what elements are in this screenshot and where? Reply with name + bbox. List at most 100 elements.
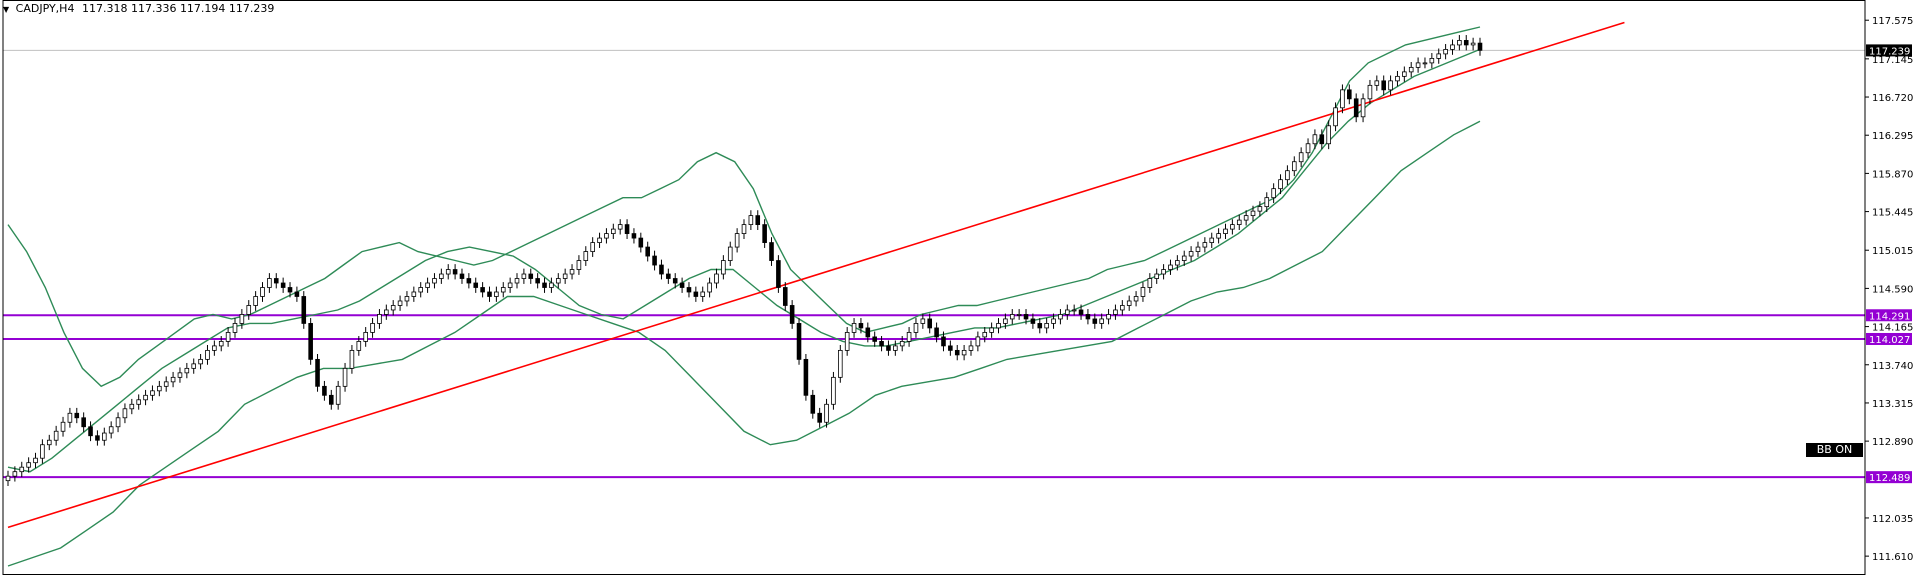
candle (246, 300, 252, 320)
candle (1030, 313, 1036, 329)
candle-body (555, 278, 561, 284)
candle-body (384, 309, 389, 315)
candle-body (604, 233, 609, 239)
candle (755, 210, 761, 230)
candle (1126, 295, 1132, 311)
candle (1422, 57, 1428, 69)
candle-body (1223, 228, 1228, 234)
candle-body (33, 457, 38, 464)
candle-body (521, 273, 527, 279)
candle-body (212, 345, 217, 351)
candle (425, 277, 430, 293)
dropdown-triangle-icon[interactable]: ▼ (3, 5, 10, 14)
candle-body (301, 296, 307, 324)
candle (734, 228, 740, 253)
candle (562, 268, 568, 284)
candle-body (1470, 42, 1476, 46)
candle (1271, 183, 1276, 204)
candle-body (535, 278, 540, 284)
candle-body (280, 282, 286, 288)
candle (487, 286, 492, 302)
candle-body (514, 278, 520, 284)
candle-body (1477, 42, 1483, 51)
candle-body (954, 349, 960, 356)
candle-body (1085, 314, 1091, 320)
candle (796, 318, 802, 365)
candle-body (1230, 224, 1235, 230)
candle (177, 367, 183, 383)
candle-body (1457, 40, 1462, 46)
candle-body (886, 345, 891, 351)
candle (218, 336, 224, 352)
candle-body (961, 349, 967, 356)
candle (267, 273, 272, 293)
candle (1285, 165, 1290, 186)
candle-body (631, 233, 637, 239)
trendline[interactable] (7, 21, 1625, 529)
candle-body (205, 349, 210, 360)
candle (500, 282, 506, 298)
candle-body (562, 273, 568, 279)
candle-body (425, 282, 430, 288)
candle (672, 273, 678, 289)
candle (432, 273, 437, 289)
candle-body (906, 332, 912, 342)
candle-body (1023, 314, 1029, 320)
candle-body (1175, 260, 1180, 266)
symbol-label: CADJPY,H4 (15, 2, 75, 15)
candle-body (95, 435, 100, 441)
candle-body (411, 291, 417, 297)
candle-body (507, 282, 513, 288)
candle (975, 331, 981, 352)
candle (810, 389, 816, 419)
candle-body (60, 421, 66, 432)
candle (569, 264, 575, 280)
candle-body (748, 215, 754, 226)
candle (803, 353, 809, 401)
candle (349, 345, 355, 374)
candle (1147, 273, 1153, 293)
candle-body (989, 327, 994, 333)
candle (954, 345, 960, 361)
candle-body (445, 269, 451, 275)
price-tick-label: 117.145 (1872, 55, 1913, 66)
candle (1243, 210, 1249, 226)
candle (40, 439, 45, 464)
candle (597, 232, 602, 248)
candle-body (390, 305, 396, 311)
candle-body (542, 282, 547, 288)
candle (748, 210, 754, 230)
candle-body (824, 403, 829, 423)
candle-body (1374, 80, 1380, 86)
candle-body (1236, 219, 1242, 226)
candle-body (686, 287, 692, 293)
candle (356, 336, 362, 356)
candle (1099, 313, 1104, 329)
candle (831, 371, 836, 410)
candle-body (1347, 89, 1352, 100)
price-tick-label: 112.890 (1872, 437, 1913, 448)
candle-body (5, 475, 11, 482)
candle-body (418, 287, 424, 293)
candle-body (225, 332, 231, 342)
candle-body (170, 376, 176, 383)
candle (60, 416, 66, 437)
candle-body (762, 224, 767, 243)
candle (143, 389, 148, 406)
candle-body (1436, 53, 1442, 59)
candle (1161, 264, 1166, 280)
candle (1381, 75, 1386, 96)
candle-body (143, 394, 148, 401)
candle (1312, 129, 1318, 150)
candle (1291, 156, 1297, 177)
candle (611, 223, 616, 239)
candle-body (569, 269, 575, 275)
candle (294, 286, 300, 302)
price-tick-label: 114.590 (1872, 284, 1913, 295)
level-label-0: 114.291 (1869, 311, 1910, 322)
candle (1443, 44, 1448, 60)
candle-body (844, 332, 850, 351)
candle-body (1388, 80, 1393, 91)
